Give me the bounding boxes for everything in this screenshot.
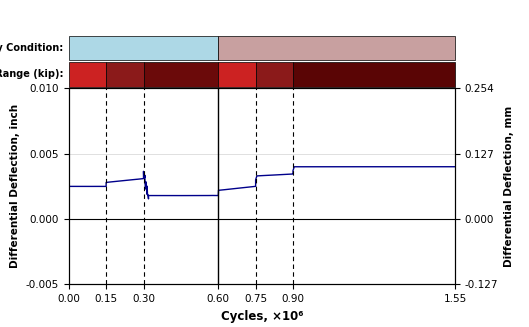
Text: 54: 54 [80, 69, 95, 79]
FancyBboxPatch shape [218, 62, 256, 87]
Text: 72: 72 [267, 69, 281, 79]
Text: Partially Stiffened: Partially Stiffened [90, 43, 197, 53]
X-axis label: Cycles, ×10⁶: Cycles, ×10⁶ [221, 310, 303, 323]
Y-axis label: Differential Deflection, inch: Differential Deflection, inch [10, 104, 20, 268]
FancyBboxPatch shape [218, 36, 455, 60]
Text: Boundary Condition:: Boundary Condition: [0, 43, 63, 53]
FancyBboxPatch shape [106, 62, 143, 87]
FancyBboxPatch shape [69, 62, 106, 87]
FancyBboxPatch shape [69, 36, 218, 60]
Text: Loading Range (kip):: Loading Range (kip): [0, 69, 63, 79]
Text: 90: 90 [367, 69, 381, 79]
FancyBboxPatch shape [143, 62, 218, 87]
Text: 90: 90 [174, 69, 188, 79]
FancyBboxPatch shape [293, 62, 455, 87]
Text: 54: 54 [230, 69, 244, 79]
FancyBboxPatch shape [256, 62, 293, 87]
Text: Fully Stiffened: Fully Stiffened [294, 43, 380, 53]
Y-axis label: Differential Deflection, mm: Differential Deflection, mm [504, 106, 514, 267]
Text: 72: 72 [117, 69, 132, 79]
